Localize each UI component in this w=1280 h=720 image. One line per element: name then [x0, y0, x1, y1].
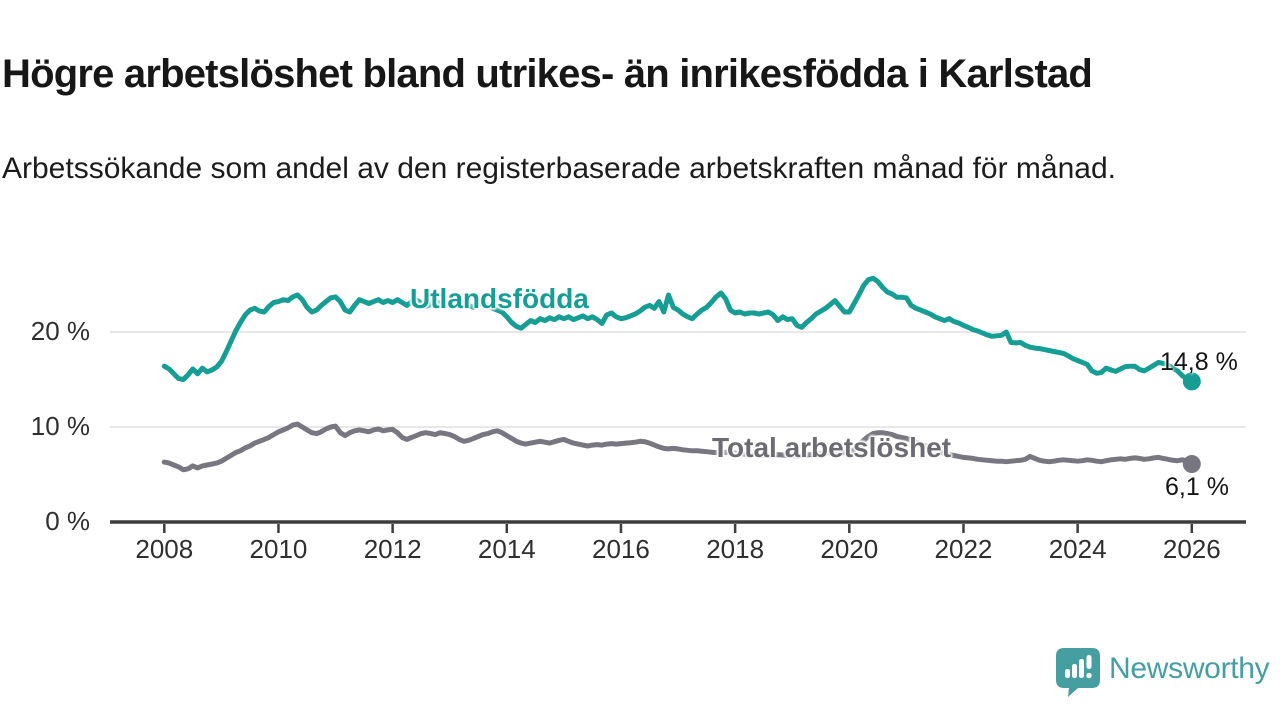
x-tick-label: 2020: [820, 534, 879, 564]
newsworthy-branding: Newsworthy: [1055, 646, 1270, 698]
series-line-utlandsf-dda: [161, 275, 1195, 384]
x-tick-label: 2026: [1162, 534, 1221, 564]
series-end-dot: [1182, 455, 1201, 474]
series-line-total-arbetsl-shet: [161, 421, 1195, 473]
x-tick-label: 2010: [249, 534, 308, 564]
series-end-dot: [1182, 372, 1201, 391]
end-value-label-total: 6,1 %: [1165, 473, 1229, 501]
x-tick-label: 2008: [135, 534, 194, 564]
newsworthy-logo-text: Newsworthy: [1109, 652, 1270, 685]
x-tick-label: 2012: [363, 534, 422, 564]
series-label-utlandsfodda: Utlandsfödda: [410, 283, 589, 314]
y-tick-label: 20 %: [30, 316, 90, 346]
y-tick-label: 10 %: [30, 411, 90, 441]
x-tick-label: 2022: [934, 534, 993, 564]
x-tick-label: 2024: [1048, 534, 1107, 564]
chart-subtitle: Arbetssökande som andel av den registerb…: [2, 152, 1116, 185]
series-label-total-arbetsloshet: Total arbetslöshet: [712, 432, 952, 463]
x-tick-label: 2018: [706, 534, 765, 564]
x-tick-label: 2016: [592, 534, 650, 564]
y-tick-label: 0 %: [45, 506, 90, 536]
newsworthy-logo-icon: [1056, 648, 1100, 697]
end-value-label-utlandsfodda: 14,8 %: [1160, 348, 1238, 376]
x-tick-label: 2014: [477, 534, 536, 564]
page-title: Högre arbetslöshet bland utrikes- än inr…: [2, 51, 1093, 96]
